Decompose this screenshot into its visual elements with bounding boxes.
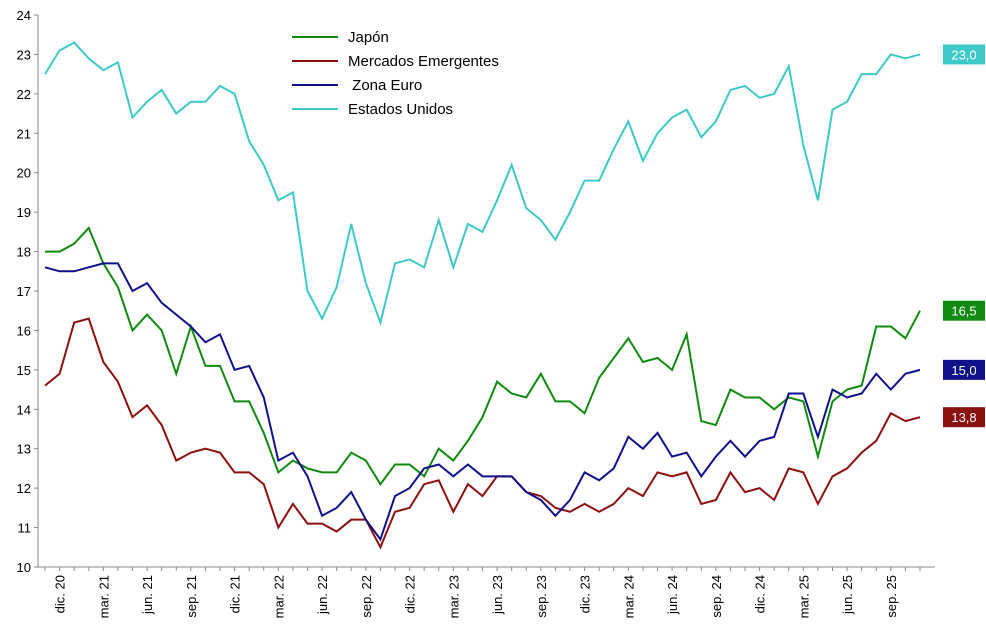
end-label-box <box>943 300 985 321</box>
y-tick-label: 19 <box>17 205 31 220</box>
legend-label: Japón <box>348 29 389 46</box>
x-tick-label: dic. 24 <box>753 575 768 613</box>
y-tick-label: 18 <box>17 245 31 260</box>
x-tick-label: mar. 25 <box>796 575 811 618</box>
x-tick-label: jun. 24 <box>665 575 680 615</box>
y-tick-label: 14 <box>17 402 31 417</box>
x-tick-label: dic. 22 <box>403 575 418 613</box>
legend-label: Estados Unidos <box>348 101 453 118</box>
y-tick-label: 21 <box>17 126 31 141</box>
x-tick-label: jun. 23 <box>490 575 505 615</box>
x-tick-label: jun. 21 <box>140 575 155 615</box>
y-tick-label: 13 <box>17 442 31 457</box>
x-tick-label: mar. 24 <box>621 575 636 618</box>
x-tick-label: sep. 23 <box>534 575 549 618</box>
end-label: 13,8 <box>951 410 976 425</box>
y-tick-label: 10 <box>17 560 31 575</box>
legend-label: Mercados Emergentes <box>348 53 499 70</box>
end-label: 15,0 <box>951 363 976 378</box>
y-tick-label: 20 <box>17 166 31 181</box>
y-tick-label: 12 <box>17 481 31 496</box>
x-tick-label: mar. 23 <box>446 575 461 618</box>
end-label-box <box>943 359 985 380</box>
end-label: 23,0 <box>951 47 976 62</box>
legend-label: Zona Euro <box>348 77 422 94</box>
y-tick-label: 23 <box>17 47 31 62</box>
y-tick-label: 11 <box>18 521 32 536</box>
series-line <box>44 262 921 542</box>
x-tick-label: sep. 22 <box>359 575 374 618</box>
x-tick-label: dic. 23 <box>578 575 593 613</box>
x-tick-label: jun. 25 <box>840 575 855 615</box>
x-tick-label: sep. 21 <box>184 575 199 618</box>
end-label: 16,5 <box>951 304 976 319</box>
y-tick-label: 24 <box>17 8 31 23</box>
y-tick-label: 15 <box>17 363 31 378</box>
x-tick-label: sep. 25 <box>884 575 899 618</box>
y-tick-label: 22 <box>17 87 31 102</box>
x-tick-label: mar. 21 <box>96 575 111 618</box>
y-tick-label: 17 <box>17 284 31 299</box>
x-tick-label: dic. 20 <box>53 575 68 613</box>
series-line <box>44 41 921 326</box>
end-label-box <box>943 407 985 428</box>
end-label-box <box>943 44 985 65</box>
series-line <box>44 317 921 550</box>
y-tick-label: 16 <box>17 323 31 338</box>
x-tick-label: mar. 22 <box>271 575 286 618</box>
x-tick-label: sep. 24 <box>709 575 724 618</box>
x-tick-label: dic. 21 <box>228 575 243 613</box>
x-tick-label: jun. 22 <box>315 575 330 615</box>
series-line <box>45 226 921 486</box>
